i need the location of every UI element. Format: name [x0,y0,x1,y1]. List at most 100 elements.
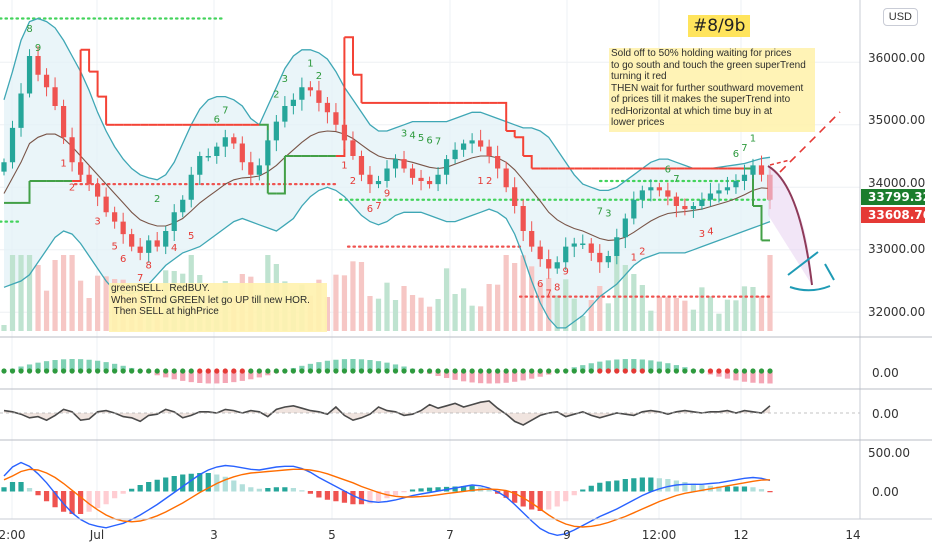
macd-histogram-bar [248,487,254,492]
candle-body [622,218,628,238]
volume-bar [69,255,75,331]
macd-histogram-bar [435,487,441,492]
squeeze-dot [648,368,654,374]
squeeze-dot [265,368,271,374]
projection-dashed-line [779,111,841,173]
supertrend-segment [523,155,533,169]
x-tick-labels: 2:00 Jul 3 5 7 9 12:00 12 14 [0,528,861,542]
volume-bar [580,316,586,331]
macd-histogram-bar [256,488,262,492]
squeeze-dot [401,368,407,374]
squeeze-dot [43,368,50,374]
macd-histogram-bar [588,485,594,492]
candle-body [724,187,731,191]
macd-histogram-bar [205,473,211,492]
macd-histogram-bar [750,487,756,492]
squeeze-dot [580,368,586,374]
candle-body [69,137,75,163]
squeeze-dot [486,368,492,374]
price-tags: 33799.32 33608.76 [861,189,931,223]
macd-histogram-bar [341,491,348,503]
candle-body [690,206,697,210]
td-count-label: 7 [435,137,441,148]
macd-histogram-bar [154,479,160,492]
macd-histogram-bar [682,482,688,492]
volume-bar [631,274,637,331]
volume-bar [648,310,654,331]
candle-body [333,112,339,125]
squeeze-bar [197,371,203,384]
volume-bar [503,255,509,331]
squeeze-bar [529,371,535,379]
macd-histogram-bar [758,489,765,492]
squeeze-bar [503,371,509,383]
macd-histogram-bar [69,491,75,514]
squeeze-dot [350,368,356,374]
squeeze-bar [384,362,390,372]
macd-histogram-bar [290,488,296,492]
td-count-label: 9 [563,267,569,278]
currency-button[interactable]: USD [882,8,918,26]
macd-histogram-bar [665,479,671,492]
volume-bar [699,287,705,331]
candle-body [580,243,586,245]
candle-body [205,156,211,158]
x-tick-label: 5 [328,528,336,542]
candle-body [648,187,654,191]
candle-body [350,140,356,156]
macd-histogram-bar [163,477,169,492]
squeeze-dot [512,368,518,374]
supertrend-segment [80,48,91,72]
squeeze-bar [614,359,620,372]
squeeze-dot [546,368,552,374]
volume-bar [418,297,424,331]
squeeze-dot [205,368,211,374]
candle-body [43,74,50,88]
candle-body [273,121,279,141]
squeeze-bar [307,363,314,372]
candle-body [426,181,433,185]
squeeze-bar [460,371,467,382]
volume-bar [716,313,722,331]
macd-histogram-bar [77,491,84,514]
squeeze-bar [26,364,33,372]
macd-histogram-bar [316,491,322,498]
macd-histogram-bar [724,486,731,492]
td-count-label: 2 [316,71,322,82]
squeeze-bar [750,371,756,383]
squeeze-bar [486,371,492,384]
td-count-label: 7 [137,273,143,284]
last-price-value: 33799.32 [868,190,931,204]
squeeze-bar [741,371,748,382]
candle-body [197,156,203,175]
squeeze-bar [222,371,228,384]
macd-histogram-bar [673,480,679,492]
squeeze-bar [767,371,773,384]
supertrend-segment [21,181,31,204]
candle-body [375,181,382,185]
squeeze-bar [622,359,628,372]
macd-histogram-bar [86,491,92,512]
macd-histogram-bar [409,489,416,492]
volume-bar [77,280,84,331]
last-price-tag [861,189,925,205]
squeeze-dot [103,368,109,374]
squeeze-bar [733,371,739,381]
macd-histogram-bar [605,481,611,492]
squeeze-dot [239,368,245,374]
td-count-label: 6 [214,115,220,126]
squeeze-dot [120,368,126,374]
squeeze-dot [197,368,203,374]
candle-body [52,87,58,106]
candle-body [324,102,331,113]
squeeze-dot [461,368,467,374]
y-tick-labels: 36000.00 35000.00 34000.00 33000.00 3200… [868,51,925,499]
volume-bar [546,278,552,331]
squeeze-dot [750,368,756,374]
td-count-label: 2 [154,194,160,205]
macd-histogram-bar [418,488,424,492]
macd-histogram-bar [529,491,535,510]
td-count-label: 1 [60,159,66,170]
squeeze-dot [367,368,373,374]
squeeze-bar [639,359,645,372]
